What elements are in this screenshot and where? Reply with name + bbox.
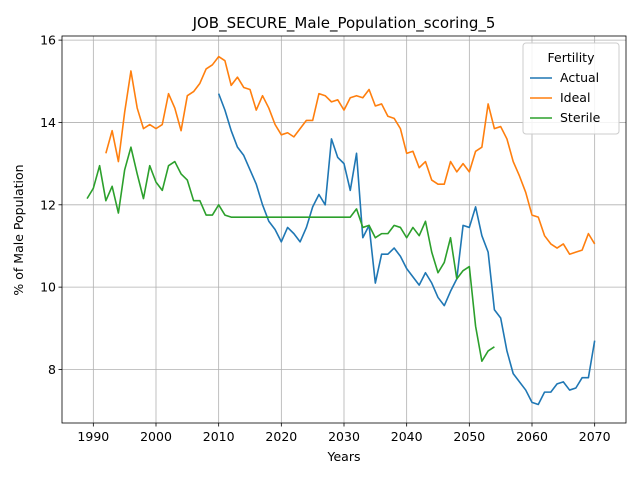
y-tick-label: 10 <box>40 280 56 295</box>
x-tick-label: 2010 <box>203 429 235 444</box>
x-tick-label: 2040 <box>391 429 423 444</box>
x-tick-label: 2030 <box>328 429 360 444</box>
legend: Fertility Actual Ideal Sterile <box>522 42 620 135</box>
y-tick-label: 14 <box>40 115 56 130</box>
legend-label-sterile: Sterile <box>560 110 601 125</box>
x-tick-label: 1990 <box>77 429 109 444</box>
series-layer <box>86 55 596 406</box>
x-tick-label: 2070 <box>579 429 611 444</box>
chart-title: JOB_SECURE_Male_Population_scoring_5 <box>192 14 496 33</box>
y-tick-label: 8 <box>48 362 56 377</box>
legend-box <box>522 42 620 135</box>
legend-label-actual: Actual <box>560 70 599 85</box>
x-tick-label: 2060 <box>516 429 548 444</box>
legend-entries: Actual Ideal Sterile <box>530 70 601 125</box>
y-axis-label: % of Male Population <box>11 164 26 295</box>
series-line-ideal <box>105 55 596 255</box>
x-axis-label: Years <box>327 449 361 464</box>
x-tick-label: 2050 <box>453 429 485 444</box>
y-tick-label: 12 <box>40 197 56 212</box>
x-tick-label: 2020 <box>265 429 297 444</box>
series-line-actual <box>217 93 596 406</box>
legend-title: Fertility <box>548 50 596 65</box>
axis-ticks: 1990 2000 2010 2020 2030 2040 2050 2060 2070 8 10 1… <box>40 33 611 444</box>
series-line-sterile <box>86 146 495 363</box>
legend-label-ideal: Ideal <box>560 90 590 105</box>
y-tick-label: 16 <box>40 33 56 48</box>
x-tick-label: 2000 <box>140 429 172 444</box>
